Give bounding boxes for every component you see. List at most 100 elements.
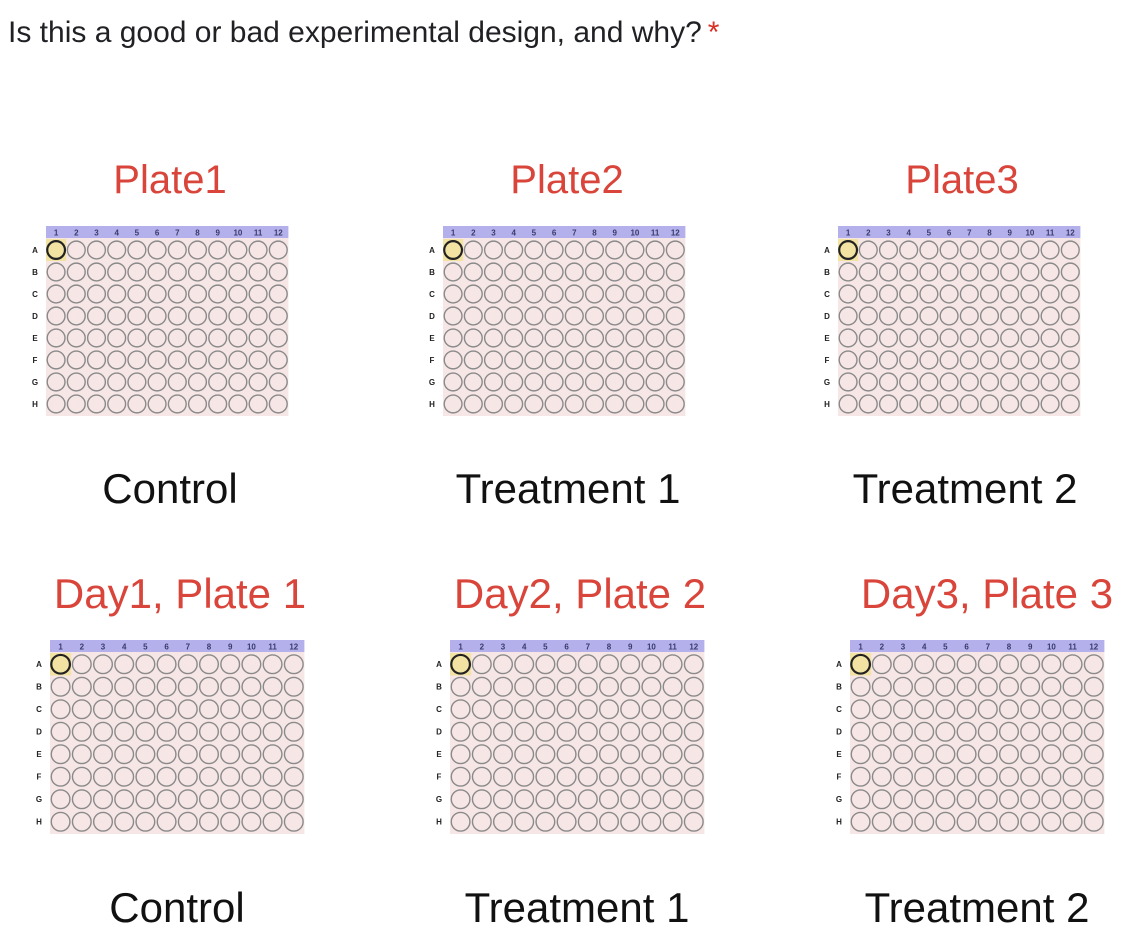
well-d12 (283, 721, 304, 742)
plate-body (449, 652, 705, 834)
well-g4 (107, 372, 127, 392)
well-a7 (177, 654, 198, 675)
well-e9 (1020, 744, 1041, 765)
well-d6 (156, 721, 177, 742)
well-c1 (443, 284, 463, 304)
well-e5 (524, 328, 544, 348)
well-c5 (535, 699, 556, 720)
well-g2 (858, 372, 878, 392)
well-f6 (156, 766, 177, 787)
well-g9 (1020, 789, 1041, 810)
well-h7 (564, 394, 584, 414)
row-label-h: H (436, 818, 442, 827)
column-header-band (837, 226, 1081, 239)
well-g6 (939, 372, 959, 392)
well-f11 (1040, 350, 1060, 370)
well-e6 (544, 328, 564, 348)
well-b3 (86, 262, 107, 282)
column-label-1: 1 (451, 229, 456, 238)
well-g4 (114, 789, 135, 810)
well-f1 (443, 350, 463, 370)
column-label-10: 10 (1047, 643, 1056, 652)
well-g3 (86, 372, 107, 392)
column-label-7: 7 (175, 229, 180, 238)
well-b2 (871, 676, 892, 697)
well-c8 (198, 699, 220, 720)
well-e3 (483, 328, 504, 348)
well-g10 (625, 372, 645, 392)
well-h10 (1041, 811, 1062, 832)
well-h9 (1000, 394, 1020, 414)
column-label-11: 11 (268, 643, 277, 652)
well-c4 (914, 699, 935, 720)
well-d3 (483, 306, 504, 326)
well-a8 (187, 240, 208, 260)
row-label-d: D (436, 728, 442, 737)
well-h12 (268, 394, 288, 414)
well-e1 (50, 744, 71, 765)
well-f9 (620, 766, 641, 787)
well-g11 (1040, 372, 1060, 392)
well-c10 (1041, 699, 1062, 720)
well-g9 (620, 789, 641, 810)
column-label-10: 10 (233, 229, 242, 238)
well-f9 (1000, 350, 1020, 370)
column-label-9: 9 (1007, 229, 1012, 238)
plate-caption-treatment-1-2: Treatment 1 (464, 884, 690, 931)
well-b4 (514, 676, 535, 697)
well-g2 (71, 789, 92, 810)
column-label-2: 2 (480, 643, 485, 652)
well-h6 (544, 394, 564, 414)
column-label-7: 7 (986, 643, 991, 652)
well-h10 (625, 394, 645, 414)
row-label-a: A (429, 246, 435, 255)
well-c6 (156, 699, 177, 720)
well-f3 (483, 350, 504, 370)
well-c12 (1060, 284, 1080, 304)
well-b7 (167, 262, 187, 282)
well-d11 (1062, 721, 1083, 742)
well-b5 (135, 676, 156, 697)
well-g3 (892, 789, 914, 810)
well-d11 (262, 721, 283, 742)
well-b10 (1020, 262, 1040, 282)
column-label-4: 4 (122, 643, 127, 652)
well-a4 (914, 654, 935, 675)
well-c12 (665, 284, 685, 304)
plate-caption-control: Control (102, 465, 238, 512)
well-e11 (662, 744, 683, 765)
well-d3 (92, 721, 114, 742)
well-c2 (858, 284, 878, 304)
well-e8 (187, 328, 208, 348)
well-g1 (850, 789, 871, 810)
well-h3 (483, 394, 504, 414)
well-f1 (450, 766, 471, 787)
well-c8 (979, 284, 1000, 304)
well-b3 (892, 676, 914, 697)
column-label-11: 11 (254, 229, 263, 238)
well-d3 (878, 306, 899, 326)
well-b12 (1083, 676, 1104, 697)
well-h10 (641, 811, 662, 832)
well-h4 (914, 811, 935, 832)
well-a1-highlighted (50, 653, 72, 675)
well-g10 (228, 372, 248, 392)
column-label-5: 5 (143, 643, 148, 652)
well-d10 (1020, 306, 1040, 326)
well-d5 (524, 306, 544, 326)
column-label-10: 10 (1025, 229, 1034, 238)
well-f6 (956, 766, 977, 787)
well-a11 (1040, 240, 1060, 260)
column-label-12: 12 (1066, 229, 1075, 238)
well-f2 (463, 350, 483, 370)
well-d4 (107, 306, 127, 326)
well-b7 (977, 676, 998, 697)
column-label-5: 5 (532, 229, 537, 238)
well-g4 (504, 372, 524, 392)
well-b11 (662, 676, 683, 697)
well-g3 (878, 372, 899, 392)
column-label-12: 12 (689, 643, 698, 652)
well-c1 (46, 284, 66, 304)
well-d7 (167, 306, 187, 326)
highlighted-well-background (449, 653, 472, 676)
